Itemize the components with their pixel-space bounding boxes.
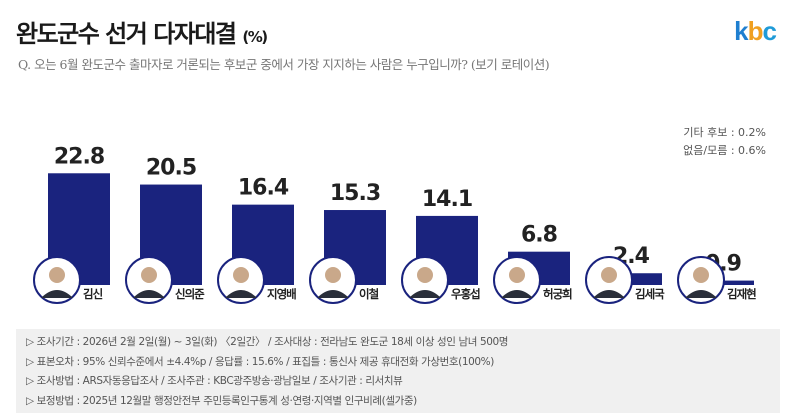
suit-icon [593, 290, 625, 298]
candidate-name: 이철 [359, 287, 379, 301]
face-icon [693, 267, 709, 283]
value-label: 16.4 [238, 176, 289, 201]
suit-icon [501, 290, 533, 298]
value-label: 14.1 [422, 187, 472, 212]
value-label: 22.8 [54, 144, 104, 169]
survey-notes: ▷ 조사기간 : 2026년 2월 2일(월) ~ 3일(화) 〈2일간〉 / … [16, 329, 780, 413]
value-label: 6.8 [521, 223, 557, 248]
candidate-name: 김신 [83, 287, 103, 301]
suit-icon [317, 290, 349, 298]
face-icon [417, 267, 433, 283]
other-candidates: 기타 후보 : 0.2% [683, 126, 766, 139]
candidate-name: 허궁희 [543, 287, 572, 301]
value-label: 20.5 [146, 156, 196, 181]
value-label: 15.3 [330, 181, 380, 206]
note-error: ▷ 표본오차 : 95% 신뢰수준에서 ±4.4%p / 응답률 : 15.6%… [26, 355, 494, 368]
title-unit: (%) [242, 28, 268, 46]
other-responses: 기타 후보 : 0.2% 없음/모름 : 0.6% [683, 124, 766, 160]
none-unknown: 없음/모름 : 0.6% [683, 144, 766, 157]
note-weighting: ▷ 보정방법 : 2025년 12월말 행정안전부 주민등록인구통계 성·연령·… [26, 394, 417, 407]
suit-icon [409, 290, 441, 298]
face-icon [141, 267, 157, 283]
title-text: 완도군수 선거 다자대결 [16, 20, 237, 48]
face-icon [49, 267, 65, 283]
candidate-name: 신의준 [175, 287, 205, 301]
kbc-logo: kbc [734, 16, 777, 46]
face-icon [601, 267, 617, 283]
note-method: ▷ 조사방법 : ARS자동응답조사 / 조사주관 : KBC광주방송·광남일보… [26, 375, 403, 387]
face-icon [325, 267, 341, 283]
suit-icon [41, 290, 73, 298]
face-icon [233, 267, 249, 283]
suit-icon [225, 290, 257, 298]
candidate-name: 김세국 [635, 287, 665, 301]
suit-icon [133, 290, 165, 298]
candidate-name: 우홍섭 [451, 287, 480, 301]
candidate-name: 지영배 [267, 287, 296, 301]
face-icon [509, 267, 525, 283]
bar-chart: 22.8김신20.5신의준16.4지영배15.3이철14.1우홍섭6.8허궁희2… [33, 144, 757, 304]
survey-question: Q. 오는 6월 완도군수 출마자로 거론되는 후보군 중에서 가장 지지하는 … [18, 57, 550, 72]
page-title: 완도군수 선거 다자대결 (%) [16, 14, 268, 49]
note-period: ▷ 조사기간 : 2026년 2월 2일(월) ~ 3일(화) 〈2일간〉 / … [26, 336, 509, 348]
candidate-name: 김재현 [727, 287, 756, 301]
suit-icon [685, 290, 717, 298]
